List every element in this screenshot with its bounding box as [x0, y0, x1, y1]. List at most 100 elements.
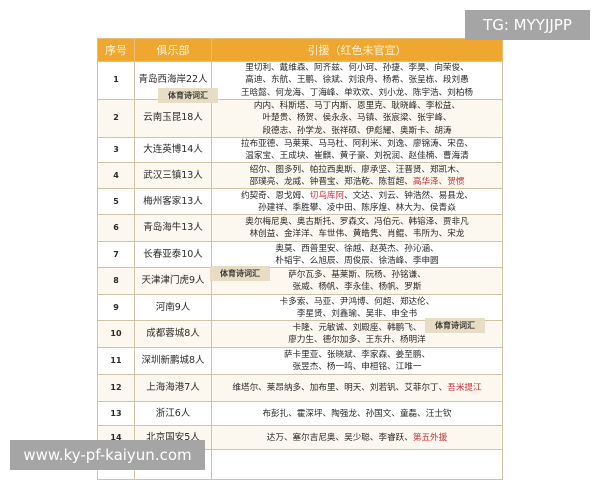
- unofficial-signing: 切乌库阿: [309, 190, 345, 201]
- signing-line: 萨卡里亚、张晓斌、李家森、姜至鹏、: [214, 349, 500, 361]
- signing-text: 萨尔瓦多、基莱斯、阮杨、孙铭谦、: [288, 270, 426, 281]
- signing-text: 孙建祥、季胜攀、凌中田、陈序煌、林大为、侯青焱: [258, 202, 456, 213]
- signing-text: 邵璞亮、龙威、钟晋宝、郑浩乾、陈哲超、: [249, 176, 413, 187]
- signing-text: 绍尔、图多列、帕拉西奥斯、廖承坚、汪晋贤、郑凯木、: [249, 164, 465, 175]
- signing-line: 王晗懿、何龙海、丁海峰、单欢欢、刘小龙、陈宇浩、刘柏杨: [214, 87, 500, 99]
- row-no: 9: [97, 294, 135, 322]
- unofficial-signing: 第五外援: [412, 432, 448, 443]
- table-row: 12 上海海港7人 维塔尔、莱昂纳多、加布里、明天、刘若钒、艾菲尔丁、吾米提江: [97, 374, 503, 403]
- row-no: 8: [97, 267, 135, 296]
- signing-line: 萨尔瓦多、基莱斯、阮杨、孙铭谦、: [214, 269, 500, 281]
- header-no: 序号: [97, 38, 135, 62]
- signing-text: 王晗懿、何龙海、丁海峰、单欢欢、刘小龙、陈宇浩、刘柏杨: [240, 87, 474, 98]
- row-no: 5: [97, 188, 135, 216]
- signing-line: 张威、杨帆、李永佳、杨帆、罗斯: [214, 281, 500, 293]
- signing-line: 拉布亚德、马莱莱、马马杜、阿利米、刘逸、廖锦涛、宋岳、: [214, 138, 500, 150]
- table-row: 8 天津津门虎9人 萨尔瓦多、基莱斯、阮杨、孙铭谦、 张威、杨帆、李永佳、杨帆、罗斯: [97, 267, 503, 296]
- signing-line: 里切利、戴维森、阿齐兹、何小珂、孙捷、李昊、向荣俊、: [214, 62, 500, 74]
- signing-text: 张昱杰、杨一鸣、申桓铭、江唯一: [292, 362, 422, 373]
- signing-line: 林创益、金洋洋、车世伟、黄皓隽、肖鲲、韦所为、宋龙: [214, 228, 500, 240]
- signing-line: 廖力生、德尔加多、王东升、杨明洋: [214, 334, 500, 346]
- signing-line: 卡多索、马亚、尹鸿博、何超、郑达伦、: [214, 296, 500, 308]
- club-name: 长春亚泰10人: [134, 241, 212, 269]
- signings-cell: 萨尔瓦多、基莱斯、阮杨、孙铭谦、 张威、杨帆、李永佳、杨帆、罗斯: [211, 267, 503, 296]
- signing-line: 温家宝、王成块、崔麒、黄子豪、刘祝润、赵佳楠、曹海清: [214, 150, 500, 162]
- row-no: 13: [97, 401, 135, 427]
- club-name: 大连英博14人: [134, 136, 212, 164]
- club-name: 云南玉昆18人: [134, 99, 212, 138]
- signing-text: 里切利、戴维森、阿齐兹、何小珂、孙捷、李昊、向荣俊、: [245, 63, 469, 74]
- signing-text: 张威、杨帆、李永佳、杨帆、罗斯: [292, 282, 422, 293]
- signings-cell: 维塔尔、莱昂纳多、加布里、明天、刘若钒、艾菲尔丁、吾米提江: [211, 374, 503, 403]
- table-row: 11 深圳新鹏城8人 萨卡里亚、张晓斌、李家森、姜至鹏、 张昱杰、杨一鸣、申桓铭、江唯…: [97, 347, 503, 376]
- signing-line: 朴韬宇、么旭辰、周俊辰、徐浩峰、李申圆: [214, 255, 500, 267]
- club-name: 河南9人: [134, 294, 212, 322]
- row-no: 10: [97, 320, 135, 349]
- site-watermark: www.ky-pf-kaiyun.com: [10, 440, 205, 470]
- row-no: 7: [97, 241, 135, 269]
- signing-line: 维塔尔、莱昂纳多、加布里、明天、刘若钒、艾菲尔丁、吾米提江: [214, 382, 500, 394]
- header-club: 俱乐部: [134, 38, 212, 62]
- tg-watermark: TG: MYYJJPP: [465, 10, 590, 40]
- signing-line: 李星贤、刘鑫瑜、吴非、申全书: [214, 308, 500, 320]
- signings-cell: 绍尔、图多列、帕拉西奥斯、廖承坚、汪晋贤、郑凯木、 邵璞亮、龙威、钟晋宝、郑浩乾、…: [211, 162, 503, 190]
- signing-text: 叶楚贵、杨贺、侯永永、马镇、张宸梁、张宇峰、: [262, 113, 452, 124]
- signing-line: 约契奇、恩戈姆、切乌库阿、文达、刘云、钟浩然、易县龙、: [214, 190, 500, 202]
- table-row: 1 青岛西海岸22人 里切利、戴维森、阿齐兹、何小珂、孙捷、李昊、向荣俊、 高迪、东航…: [97, 61, 503, 100]
- signings-cell: 内内、科斯塔、马丁内斯、恩里克、耿晓峰、李松益、 叶楚贵、杨贺、侯永永、马镇、张宸…: [211, 99, 503, 138]
- row-no: 4: [97, 162, 135, 190]
- club-name: 上海海港7人: [134, 374, 212, 403]
- signings-cell: 约契奇、恩戈姆、切乌库阿、文达、刘云、钟浩然、易县龙、 孙建祥、季胜攀、凌中田、陈…: [211, 188, 503, 216]
- signing-line: 段德志、孙学龙、张祥硕、伊彪耀、奥斯卡、胡涛: [214, 125, 500, 137]
- row-no: 6: [97, 214, 135, 243]
- row-no: 2: [97, 99, 135, 138]
- table-row: 13 浙江6人 布彭扎、霍深坪、陶强龙、孙国文、童磊、汪士钦: [97, 401, 503, 427]
- table-row: 7 长春亚泰10人 奥莫、西普里安、徐越、赵英杰、孙沁涵、 朴韬宇、么旭辰、周俊辰、徐…: [97, 241, 503, 269]
- row-no: 12: [97, 374, 135, 403]
- signings-cell: 卡多索、马亚、尹鸿博、何超、郑达伦、 李星贤、刘鑫瑜、吴非、申全书: [211, 294, 503, 322]
- signing-line: 叶楚贵、杨贺、侯永永、马镇、张宸梁、张宇峰、: [214, 112, 500, 124]
- table-header: 序号 俱乐部 引援（红色未官宣）: [97, 38, 503, 62]
- club-name: 青岛海牛13人: [134, 214, 212, 243]
- table-row: 2 云南玉昆18人 内内、科斯塔、马丁内斯、恩里克、耿晓峰、李松益、 叶楚贵、杨贺、侯…: [97, 99, 503, 138]
- signing-text: 李星贤、刘鑫瑜、吴非、申全书: [296, 308, 418, 319]
- club-name: 成都蓉城8人: [134, 320, 212, 349]
- unofficial-signing: 高华泽、贺惯: [412, 176, 465, 187]
- signing-text: 卡多索、马亚、尹鸿博、何超、郑达伦、: [279, 296, 435, 307]
- signing-line: 张昱杰、杨一鸣、申桓铭、江唯一: [214, 361, 500, 373]
- signings-cell: 卡隆、元敏诚、刘殿座、韩鹏飞、 廖力生、德尔加多、王东升、杨明洋: [211, 320, 503, 349]
- signing-line: 高迪、东航、王鹏、徐斌、刘浪舟、杨希、张呈栋、段刘愚: [214, 74, 500, 86]
- club-name: 浙江6人: [134, 401, 212, 427]
- signings-cell: 布彭扎、霍深坪、陶强龙、孙国文、童磊、汪士钦: [211, 401, 503, 427]
- table-row: 10 成都蓉城8人 卡隆、元敏诚、刘殿座、韩鹏飞、 廖力生、德尔加多、王东升、杨明洋: [97, 320, 503, 349]
- row-no: 1: [97, 61, 135, 100]
- watermark: 体育诗词汇: [425, 318, 485, 333]
- table-row: 4 武汉三镇13人 绍尔、图多列、帕拉西奥斯、廖承坚、汪晋贤、郑凯木、 邵璞亮、龙威、…: [97, 162, 503, 190]
- signing-text: 温家宝、王成块、崔麒、黄子豪、刘祝润、赵佳楠、曹海清: [245, 151, 469, 162]
- row-no: 11: [97, 347, 135, 376]
- table-row: 9 河南9人 卡多索、马亚、尹鸿博、何超、郑达伦、 李星贤、刘鑫瑜、吴非、申全书: [97, 294, 503, 322]
- signing-line: 绍尔、图多列、帕拉西奥斯、廖承坚、汪晋贤、郑凯木、: [214, 164, 500, 176]
- signings-cell: 拉布亚德、马莱莱、马马杜、阿利米、刘逸、廖锦涛、宋岳、 温家宝、王成块、崔麒、黄子…: [211, 136, 503, 164]
- signing-line: 卡隆、元敏诚、刘殿座、韩鹏飞、: [214, 322, 500, 334]
- signing-text: 卡隆、元敏诚、刘殿座、韩鹏飞、: [292, 323, 422, 334]
- watermark: 体育诗词汇: [210, 266, 270, 281]
- signing-line: 邵璞亮、龙威、钟晋宝、郑浩乾、陈哲超、高华泽、贺惯: [214, 176, 500, 188]
- table-row: 6 青岛海牛13人 奥尔梅尼奥、奥古斯托、罗森文、冯伯元、韩镕泽、贾非凡 林创益、金洋…: [97, 214, 503, 243]
- signings-cell: 萨卡里亚、张晓斌、李家森、姜至鹏、 张昱杰、杨一鸣、申桓铭、江唯一: [211, 347, 503, 376]
- signing-text: 段德志、孙学龙、张祥硕、伊彪耀、奥斯卡、胡涛: [262, 125, 452, 136]
- signing-text: 、文达、刘云、钟浩然、易县龙、: [344, 190, 474, 201]
- signing-text: 奥莫、西普里安、徐越、赵英杰、孙沁涵、: [275, 243, 439, 254]
- signing-text: 廖力生、德尔加多、王东升、杨明洋: [288, 335, 426, 346]
- signing-text: 达万、塞尔吉尼奥、吴少聪、李睿跃、: [266, 432, 413, 443]
- club-name: 梅州客家13人: [134, 188, 212, 216]
- signing-line: 内内、科斯塔、马丁内斯、恩里克、耿晓峰、李松益、: [214, 100, 500, 112]
- signing-text: 萨卡里亚、张晓斌、李家森、姜至鹏、: [283, 350, 431, 361]
- signings-cell: 达万、塞尔吉尼奥、吴少聪、李睿跃、第五外援: [211, 425, 503, 451]
- row-no: 3: [97, 136, 135, 164]
- club-name: 武汉三镇13人: [134, 162, 212, 190]
- table-row: 5 梅州客家13人 约契奇、恩戈姆、切乌库阿、文达、刘云、钟浩然、易县龙、 孙建祥、季…: [97, 188, 503, 216]
- signings-table: 序号 俱乐部 引援（红色未官宣） 1 青岛西海岸22人 里切利、戴维森、阿齐兹、何小…: [97, 38, 503, 480]
- signing-line: 达万、塞尔吉尼奥、吴少聪、李睿跃、第五外援: [214, 432, 500, 444]
- signing-line: 奥尔梅尼奥、奥古斯托、罗森文、冯伯元、韩镕泽、贾非凡: [214, 216, 500, 228]
